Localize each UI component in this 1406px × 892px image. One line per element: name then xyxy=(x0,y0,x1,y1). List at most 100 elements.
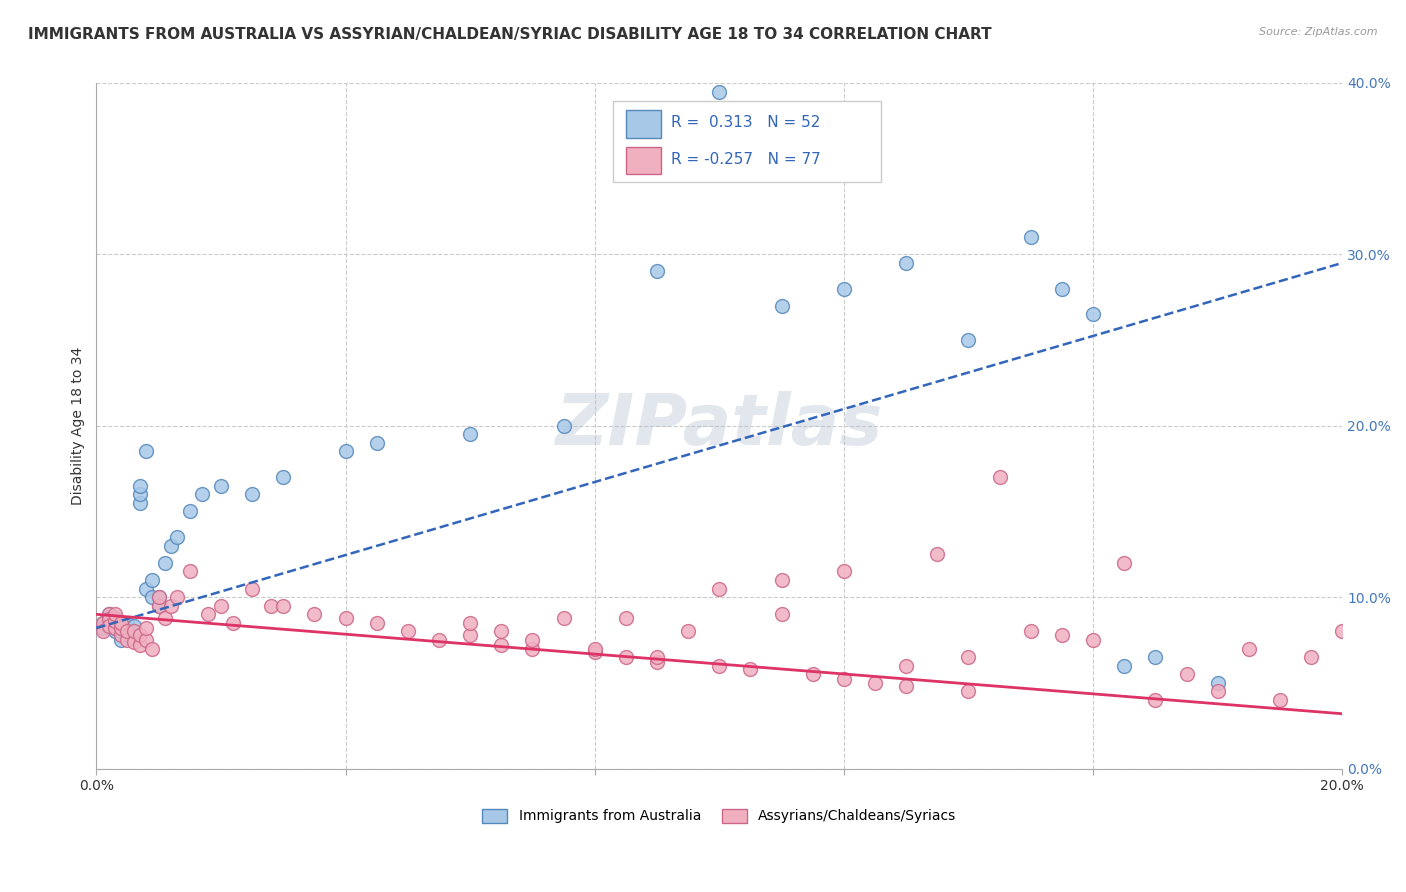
Bar xyxy=(626,111,661,137)
Point xyxy=(396,624,419,639)
Point xyxy=(104,621,127,635)
Point xyxy=(1081,307,1104,321)
Point xyxy=(135,444,157,458)
Point xyxy=(122,624,145,639)
Point xyxy=(1019,624,1042,639)
Point xyxy=(957,650,980,665)
Point xyxy=(1019,230,1042,244)
Point xyxy=(709,85,731,99)
Point xyxy=(645,264,668,278)
Point xyxy=(122,619,145,633)
Y-axis label: Disability Age 18 to 34: Disability Age 18 to 34 xyxy=(72,347,86,505)
Point xyxy=(614,611,637,625)
Point xyxy=(832,282,855,296)
Point xyxy=(1331,624,1354,639)
Point xyxy=(148,599,170,613)
Point xyxy=(491,638,513,652)
Point xyxy=(104,611,127,625)
Point xyxy=(271,599,294,613)
Point xyxy=(117,615,139,630)
Text: ZIPatlas: ZIPatlas xyxy=(555,392,883,460)
Point xyxy=(97,619,120,633)
Point xyxy=(863,676,886,690)
Point xyxy=(104,614,127,628)
Point xyxy=(148,590,170,604)
Text: Source: ZipAtlas.com: Source: ZipAtlas.com xyxy=(1260,27,1378,37)
Legend: Immigrants from Australia, Assyrians/Chaldeans/Syriacs: Immigrants from Australia, Assyrians/Cha… xyxy=(482,808,956,823)
Point xyxy=(160,599,183,613)
Point xyxy=(676,624,699,639)
Point xyxy=(1237,641,1260,656)
Point xyxy=(91,615,114,630)
Point xyxy=(91,624,114,639)
Point xyxy=(104,615,127,630)
Point xyxy=(522,633,544,648)
Point xyxy=(1175,667,1198,681)
Point xyxy=(97,612,120,626)
Point xyxy=(160,539,183,553)
Point xyxy=(335,611,357,625)
FancyBboxPatch shape xyxy=(613,102,882,182)
Point xyxy=(122,624,145,639)
Point xyxy=(366,615,388,630)
Point xyxy=(240,487,263,501)
Point xyxy=(260,599,283,613)
Text: IMMIGRANTS FROM AUSTRALIA VS ASSYRIAN/CHALDEAN/SYRIAC DISABILITY AGE 18 TO 34 CO: IMMIGRANTS FROM AUSTRALIA VS ASSYRIAN/CH… xyxy=(28,27,991,42)
Point xyxy=(97,612,120,626)
Point xyxy=(271,470,294,484)
Point xyxy=(522,641,544,656)
Point xyxy=(366,436,388,450)
Point xyxy=(148,599,170,613)
Point xyxy=(166,590,188,604)
Point xyxy=(122,632,145,646)
Point xyxy=(458,615,481,630)
Point xyxy=(110,615,132,630)
Point xyxy=(927,547,949,561)
Point xyxy=(117,633,139,648)
Bar xyxy=(626,146,661,174)
Point xyxy=(122,634,145,648)
Point xyxy=(1301,650,1323,665)
Point xyxy=(801,667,824,681)
Point xyxy=(491,624,513,639)
Point xyxy=(1114,658,1136,673)
Point xyxy=(129,638,152,652)
Point xyxy=(553,611,575,625)
Point xyxy=(304,607,326,622)
Point xyxy=(110,619,132,633)
Point xyxy=(335,444,357,458)
Point xyxy=(141,590,163,604)
Point xyxy=(832,565,855,579)
Point xyxy=(832,673,855,687)
Point xyxy=(129,479,152,493)
Point xyxy=(179,504,201,518)
Point xyxy=(209,479,232,493)
Point xyxy=(553,418,575,433)
Point xyxy=(458,628,481,642)
Point xyxy=(583,641,606,656)
Point xyxy=(197,607,219,622)
Point xyxy=(110,628,132,642)
Point xyxy=(166,530,188,544)
Point xyxy=(896,679,918,693)
Point xyxy=(1050,628,1073,642)
Point xyxy=(988,470,1011,484)
Point xyxy=(1081,633,1104,648)
Point xyxy=(141,641,163,656)
Point xyxy=(770,607,793,622)
Point xyxy=(709,658,731,673)
Point xyxy=(104,621,127,635)
Point xyxy=(240,582,263,596)
Point xyxy=(209,599,232,613)
Point xyxy=(129,496,152,510)
Point xyxy=(709,582,731,596)
Text: R = -0.257   N = 77: R = -0.257 N = 77 xyxy=(671,152,821,167)
Point xyxy=(110,621,132,635)
Point xyxy=(1144,693,1167,707)
Point xyxy=(91,615,114,630)
Point xyxy=(97,607,120,622)
Point xyxy=(153,611,176,625)
Point xyxy=(117,624,139,639)
Point xyxy=(1268,693,1291,707)
Point xyxy=(645,650,668,665)
